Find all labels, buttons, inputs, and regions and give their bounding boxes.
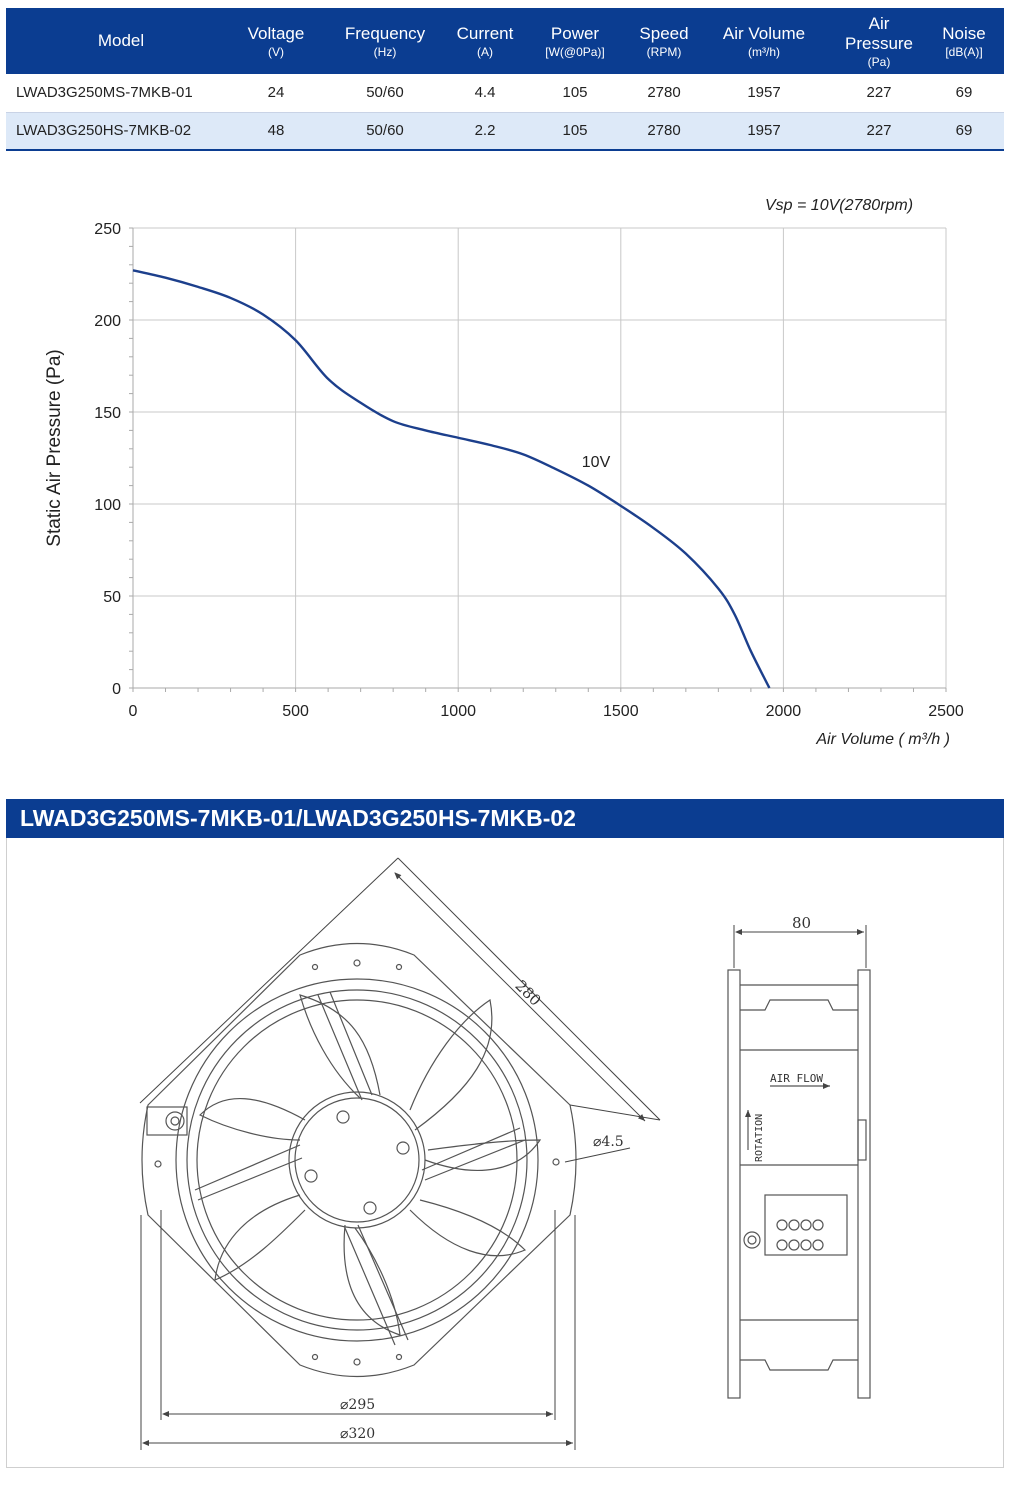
col-header-air-volume: Air Volume (m³/h) (694, 8, 834, 74)
y-tick-label: 50 (103, 589, 121, 606)
cell-power: 105 (516, 112, 634, 151)
cell-speed: 2780 (634, 74, 694, 113)
y-axis-label: Static Air Pressure (Pa) (44, 349, 65, 546)
col-header-model: Model (6, 8, 236, 74)
pressure-volume-chart: 0 500 1000 1500 2000 2500 0 50 100 150 200 250 Air V… (0, 160, 1010, 780)
fan-drawing: 280 ⌀4.5 ⌀295 ⌀320 80 AIR FLOW ROTATION (139, 857, 871, 1450)
x-tick-label: 0 (129, 703, 138, 720)
section-title: LWAD3G250MS-7MKB-01/LWAD3G250HS-7MKB-02 (6, 799, 1004, 838)
chart-annotation: Vsp = 10V(2780rpm) (765, 197, 914, 214)
col-header-noise: Noise [dB(A)] (924, 8, 1004, 74)
x-tick-label: 2500 (928, 703, 964, 720)
col-header-frequency: Frequency (Hz) (316, 8, 454, 74)
rotation-label: ROTATION (754, 1114, 765, 1162)
x-tick-label: 1000 (440, 703, 476, 720)
cell-air-pressure: 227 (834, 74, 924, 113)
side-dimensions (733, 925, 867, 968)
x-tick-label: 1500 (603, 703, 639, 720)
series-label: 10V (582, 454, 611, 471)
y-tick-label: 250 (94, 221, 121, 238)
col-header-voltage: Voltage (V) (236, 8, 316, 74)
dim-hole-label: ⌀4.5 (593, 1134, 624, 1150)
cell-current: 2.2 (454, 112, 516, 151)
cell-power: 105 (516, 74, 634, 113)
spec-table: Model Voltage (V) Frequency (Hz) Current (A… (6, 8, 1004, 151)
fan-front-view (141, 942, 577, 1378)
x-axis-label: Air Volume ( m³/h ) (815, 731, 950, 748)
col-header-current: Current (A) (454, 8, 516, 74)
drawing-frame (6, 838, 1004, 1468)
spec-header-row: Model Voltage (V) Frequency (Hz) Current (A… (6, 8, 1004, 74)
series-line-10v (132, 269, 771, 689)
dim-diagonal-label: 280 (512, 977, 545, 1010)
dim-outer-label: ⌀320 (340, 1426, 375, 1442)
dim-depth-label: 80 (792, 914, 811, 932)
col-header-air-pressure: Air Pressure (Pa) (834, 8, 924, 74)
x-tick-label: 500 (282, 703, 309, 720)
cell-air-volume: 1957 (694, 112, 834, 151)
dim-inner-label: ⌀295 (340, 1397, 375, 1413)
cell-voltage: 24 (236, 74, 316, 113)
col-header-power: Power [W(@0Pa)] (516, 8, 634, 74)
cell-model: LWAD3G250HS-7MKB-02 (6, 112, 236, 151)
front-dimensions (139, 857, 661, 1450)
y-tick-label: 100 (94, 497, 121, 514)
cell-air-pressure: 227 (834, 112, 924, 151)
cell-speed: 2780 (634, 112, 694, 151)
chart-canvas: 0 500 1000 1500 2000 2500 0 50 100 150 200 250 Air V… (44, 221, 964, 748)
y-tick-label: 150 (94, 405, 121, 422)
cell-frequency: 50/60 (316, 112, 454, 151)
fan-side-view (727, 969, 871, 1399)
cell-air-volume: 1957 (694, 74, 834, 113)
cell-noise: 69 (924, 112, 1004, 151)
col-header-speed: Speed (RPM) (634, 8, 694, 74)
table-row: LWAD3G250MS-7MKB-01 24 50/60 4.4 105 278… (6, 74, 1004, 113)
y-tick-label: 0 (112, 681, 121, 698)
cell-voltage: 48 (236, 112, 316, 151)
cell-model: LWAD3G250MS-7MKB-01 (6, 74, 236, 113)
y-tick-label: 200 (94, 313, 121, 330)
airflow-label: AIR FLOW (770, 1072, 823, 1085)
cell-noise: 69 (924, 74, 1004, 113)
x-tick-label: 2000 (766, 703, 802, 720)
cell-current: 4.4 (454, 74, 516, 113)
cell-frequency: 50/60 (316, 74, 454, 113)
table-row: LWAD3G250HS-7MKB-02 48 50/60 2.2 105 278… (6, 112, 1004, 151)
